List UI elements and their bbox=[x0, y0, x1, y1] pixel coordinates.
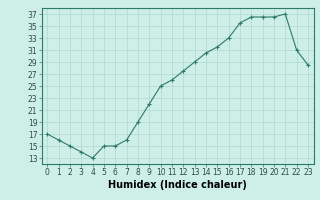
X-axis label: Humidex (Indice chaleur): Humidex (Indice chaleur) bbox=[108, 180, 247, 190]
